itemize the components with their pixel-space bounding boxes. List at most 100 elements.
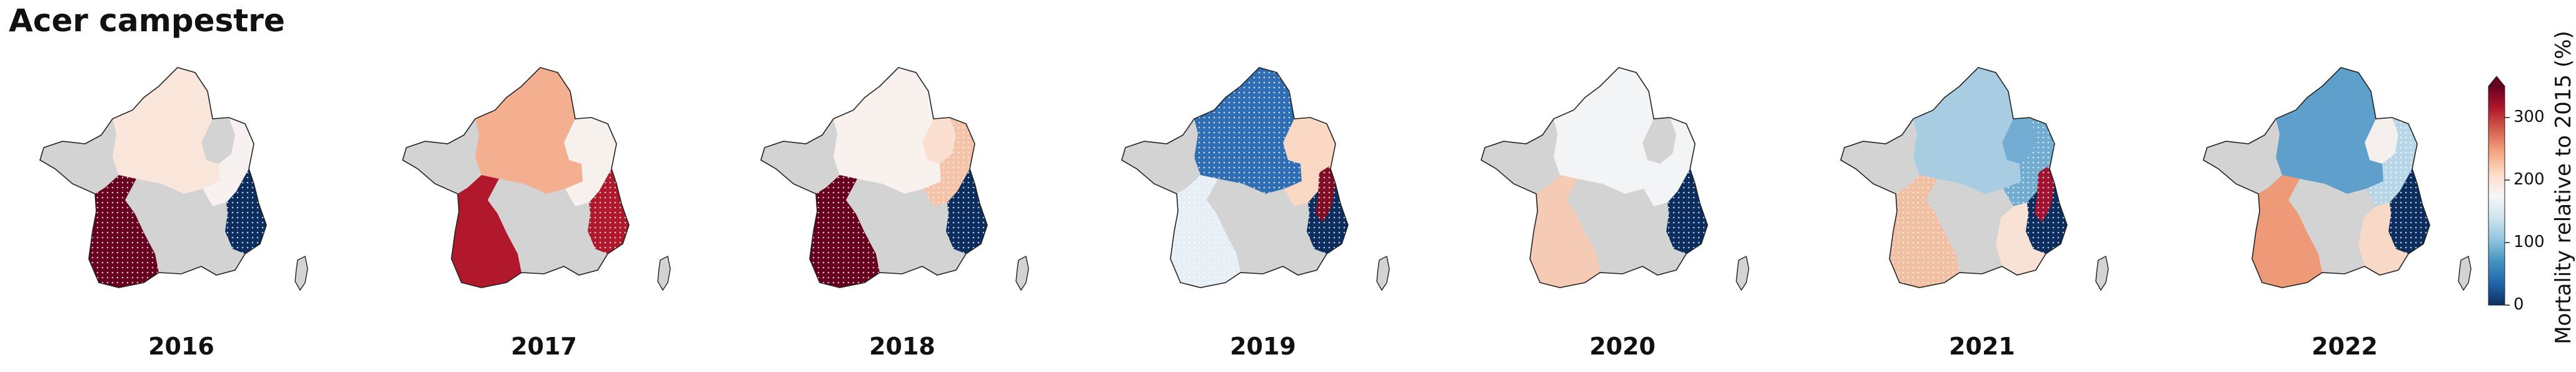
france-map-2016 — [39, 67, 308, 291]
region-south — [846, 179, 933, 274]
region-southwest — [1530, 175, 1600, 288]
region-alps-significance-hatch — [946, 169, 987, 254]
country-outline — [760, 67, 988, 288]
region-east — [203, 118, 254, 206]
region-north — [475, 68, 583, 194]
year-label: 2019 — [1230, 333, 1296, 360]
country-outline — [39, 67, 267, 288]
map-panel-2018: 2018 — [746, 50, 1059, 360]
map-panel-2019: 2019 — [1107, 50, 1419, 360]
year-label: 2016 — [148, 333, 214, 360]
region-southwest-significance-hatch — [1170, 175, 1240, 288]
corsica — [1736, 255, 1749, 291]
region-southwest — [451, 175, 521, 288]
region-west — [1841, 119, 1919, 194]
region-west — [1481, 119, 1560, 194]
colorbar-tick-label: 300 — [2513, 108, 2545, 126]
region-south — [1566, 179, 1654, 274]
region-north — [113, 68, 220, 194]
map-panel-2022: 2022 — [2188, 50, 2501, 360]
country-outline — [1840, 67, 2068, 288]
year-label: 2020 — [1589, 333, 1656, 360]
region-southeast — [916, 203, 966, 275]
corsica — [2095, 255, 2109, 291]
region-west — [403, 119, 481, 194]
region-east-significance-hatch — [2003, 118, 2055, 206]
region-northeast — [922, 118, 956, 164]
region-west — [1122, 119, 1200, 194]
france-map-2017 — [402, 67, 671, 291]
region-southeast — [195, 203, 245, 275]
colorbar — [2487, 76, 2510, 306]
region-northeast — [564, 118, 598, 164]
region-southwest — [2252, 175, 2322, 288]
colorbar-extend-arrow — [2487, 76, 2506, 87]
region-south — [1207, 179, 1294, 274]
region-northeast — [2365, 118, 2398, 164]
region-jura-significance-hatch — [2035, 166, 2055, 223]
corsica — [657, 255, 671, 291]
france-map-2021 — [1840, 67, 2109, 291]
figure-title: Acer campestre — [9, 3, 285, 39]
year-label: 2018 — [869, 333, 935, 360]
france-map-2022 — [2203, 67, 2472, 291]
region-northeast — [1283, 118, 1317, 164]
france-map-2020 — [1481, 67, 1749, 291]
region-north — [2276, 68, 2383, 194]
region-southeast — [1996, 203, 2046, 275]
region-east — [1644, 118, 1695, 206]
region-southeast — [558, 203, 608, 275]
year-label: 2017 — [511, 333, 577, 360]
region-alps-significance-hatch — [2388, 169, 2430, 254]
region-northeast — [2002, 118, 2036, 164]
colorbar-label: Mortality relative to 2015 (%) — [2551, 31, 2576, 344]
region-north — [833, 68, 941, 194]
country-outline — [1481, 67, 1708, 288]
region-east-significance-hatch — [2366, 118, 2417, 206]
year-label: 2022 — [2312, 333, 2378, 360]
region-jura-significance-hatch — [1316, 166, 1336, 223]
corsica — [1376, 255, 1390, 291]
corsica — [294, 255, 308, 291]
region-east — [565, 118, 616, 206]
region-northeast — [201, 118, 235, 164]
region-north — [1554, 68, 1661, 194]
map-panel-2021: 2021 — [1826, 50, 2138, 360]
year-label: 2021 — [1949, 333, 2015, 360]
region-southwest-significance-hatch — [1889, 175, 1960, 288]
region-south — [488, 179, 575, 274]
region-south — [2288, 179, 2376, 274]
region-alps-significance-hatch — [588, 169, 629, 254]
region-west — [2203, 119, 2282, 194]
region-southwest-significance-hatch — [810, 175, 880, 288]
region-east-significance-hatch — [923, 118, 975, 206]
colorbar-tick-label: 100 — [2513, 233, 2545, 251]
france-map-2019 — [1121, 67, 1390, 291]
region-southwest-significance-hatch — [89, 175, 159, 288]
region-northeast — [1643, 118, 1676, 164]
country-outline — [402, 67, 630, 288]
colorbar-tick-label: 200 — [2513, 170, 2545, 189]
france-map-2018 — [760, 67, 1029, 291]
colorbar-gradient — [2488, 86, 2505, 306]
region-southeast — [1636, 203, 1686, 275]
colorbar-tick-label: 0 — [2513, 295, 2524, 314]
map-panel-2016: 2016 — [25, 50, 338, 360]
region-southeast — [2358, 203, 2408, 275]
map-panel-2017: 2017 — [388, 50, 700, 360]
country-outline — [1121, 67, 1349, 288]
region-west — [40, 119, 119, 194]
region-north-significance-hatch — [1194, 68, 1302, 194]
map-panel-2020: 2020 — [1466, 50, 1779, 360]
region-south — [1926, 179, 2013, 274]
region-alps-significance-hatch — [1666, 169, 1708, 254]
region-north — [1913, 68, 2021, 194]
region-alps-significance-hatch — [225, 169, 266, 254]
region-east — [1284, 118, 1336, 206]
corsica — [1015, 255, 1029, 291]
region-south — [125, 179, 213, 274]
region-southeast — [1277, 203, 1327, 275]
region-west — [761, 119, 840, 194]
corsica — [2458, 255, 2472, 291]
country-outline — [2203, 67, 2430, 288]
